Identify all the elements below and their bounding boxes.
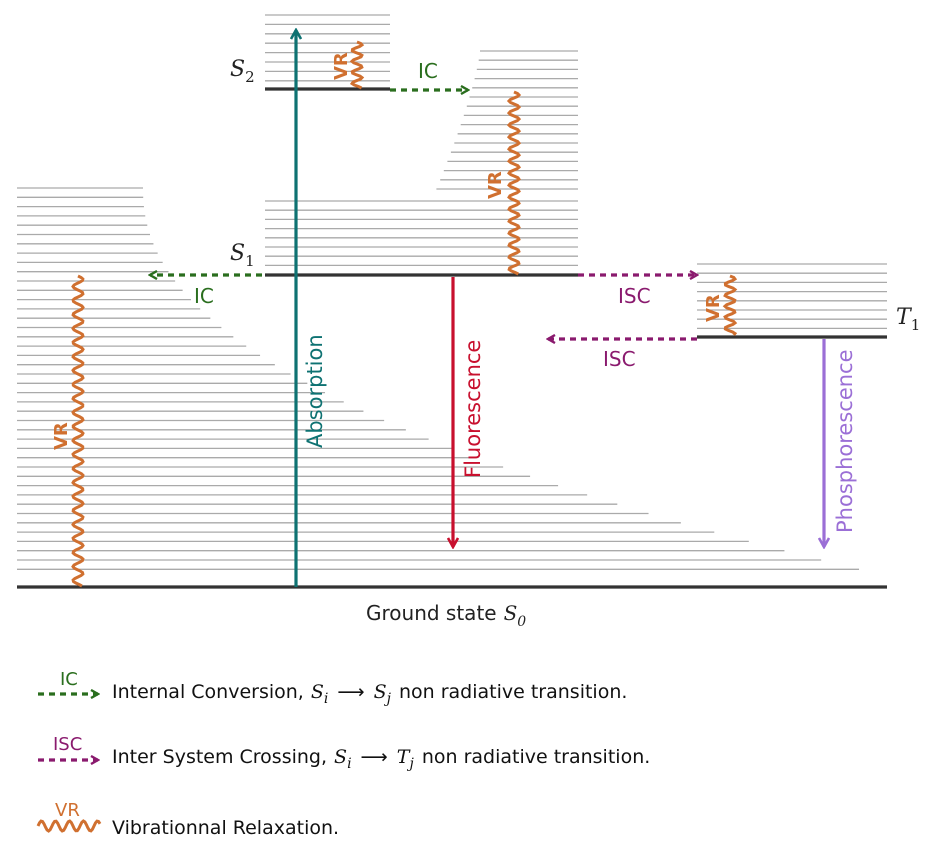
legend-ic-text: Internal Conversion, Si ⟶ Sj non radiative t… [112,681,627,707]
legend-vr-tag: VR [55,800,80,821]
legend-ic-tag: IC [60,669,78,690]
s2-label: S2 [230,57,255,86]
vr-label-s0: VR [51,422,72,450]
vr-label-s1: VR [485,171,506,199]
ground-state-label: Ground state S0 [366,601,526,630]
ic-label-s2-s1: IC [418,59,438,83]
isc-label-t1-s0: ISC [603,347,636,371]
vibrational-levels-ground [17,187,860,570]
legend-item-vr: VR Vibrationnal Relaxation. [36,800,339,839]
vibrational-levels-s2 [265,14,390,82]
vr-label-s2: VR [331,52,352,80]
s1-label: S1 [230,241,255,270]
legend-item-ic: IC Internal Conversion, Si ⟶ Sj non radiativ… [38,669,627,707]
legend-item-isc: ISC Inter System Crossing, Si ⟶ Tj non radia… [38,734,650,772]
vibrational-levels-s1-shifted [436,50,578,190]
vr-wave-s2 [349,40,365,90]
legend-vr-wave [36,819,102,833]
vr-wave-s1 [506,90,522,276]
legend-isc-tag: ISC [53,734,82,755]
fluorescence-label: Fluorescence [461,340,485,478]
ic-label-s1-s0: IC [194,284,214,308]
vr-label-t1: VR [703,294,724,322]
absorption-label: Absorption [303,334,327,448]
vibrational-levels-s1 [265,200,578,267]
legend-vr-text: Vibrationnal Relaxation. [112,817,339,839]
isc-label-s1-t1: ISC [618,284,651,308]
vr-wave-t1 [722,274,738,336]
legend-isc-text: Inter System Crossing, Si ⟶ Tj non radiative… [112,746,650,772]
vr-wave-s0 [71,274,85,588]
phosphorescence-label: Phosphorescence [833,349,857,533]
t1-label: T1 [896,305,920,334]
legend: IC Internal Conversion, Si ⟶ Sj non radiativ… [36,669,650,839]
